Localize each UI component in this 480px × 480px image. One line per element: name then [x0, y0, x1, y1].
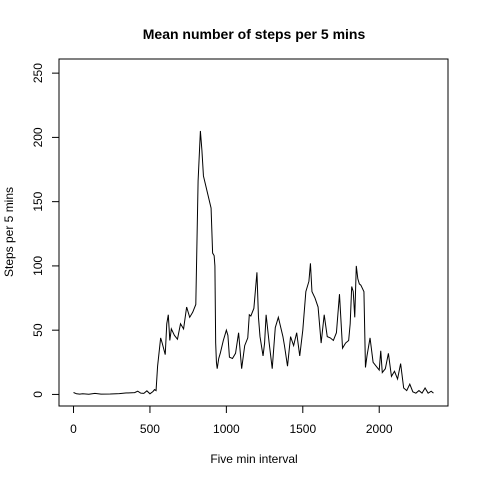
y-tick-label: 250: [31, 63, 45, 83]
y-tick-label: 100: [31, 256, 45, 276]
y-tick-label: 50: [31, 323, 45, 337]
x-tick-label: 0: [70, 422, 77, 436]
chart-title: Mean number of steps per 5 mins: [143, 26, 366, 42]
y-axis-label: Steps per 5 mins: [2, 187, 16, 277]
x-axis: 0 500 1000 1500 2000: [70, 405, 393, 436]
y-axis: 0 50 100 150 200 250: [31, 63, 60, 398]
x-tick-label: 1500: [289, 422, 316, 436]
y-tick-label: 0: [31, 391, 45, 398]
x-axis-label: Five min interval: [210, 452, 297, 466]
x-tick-label: 500: [140, 422, 160, 436]
y-tick-label: 200: [31, 127, 45, 147]
x-tick-label: 2000: [366, 422, 393, 436]
series-line: [73, 130, 434, 395]
x-tick-label: 1000: [213, 422, 240, 436]
y-tick-label: 150: [31, 191, 45, 211]
